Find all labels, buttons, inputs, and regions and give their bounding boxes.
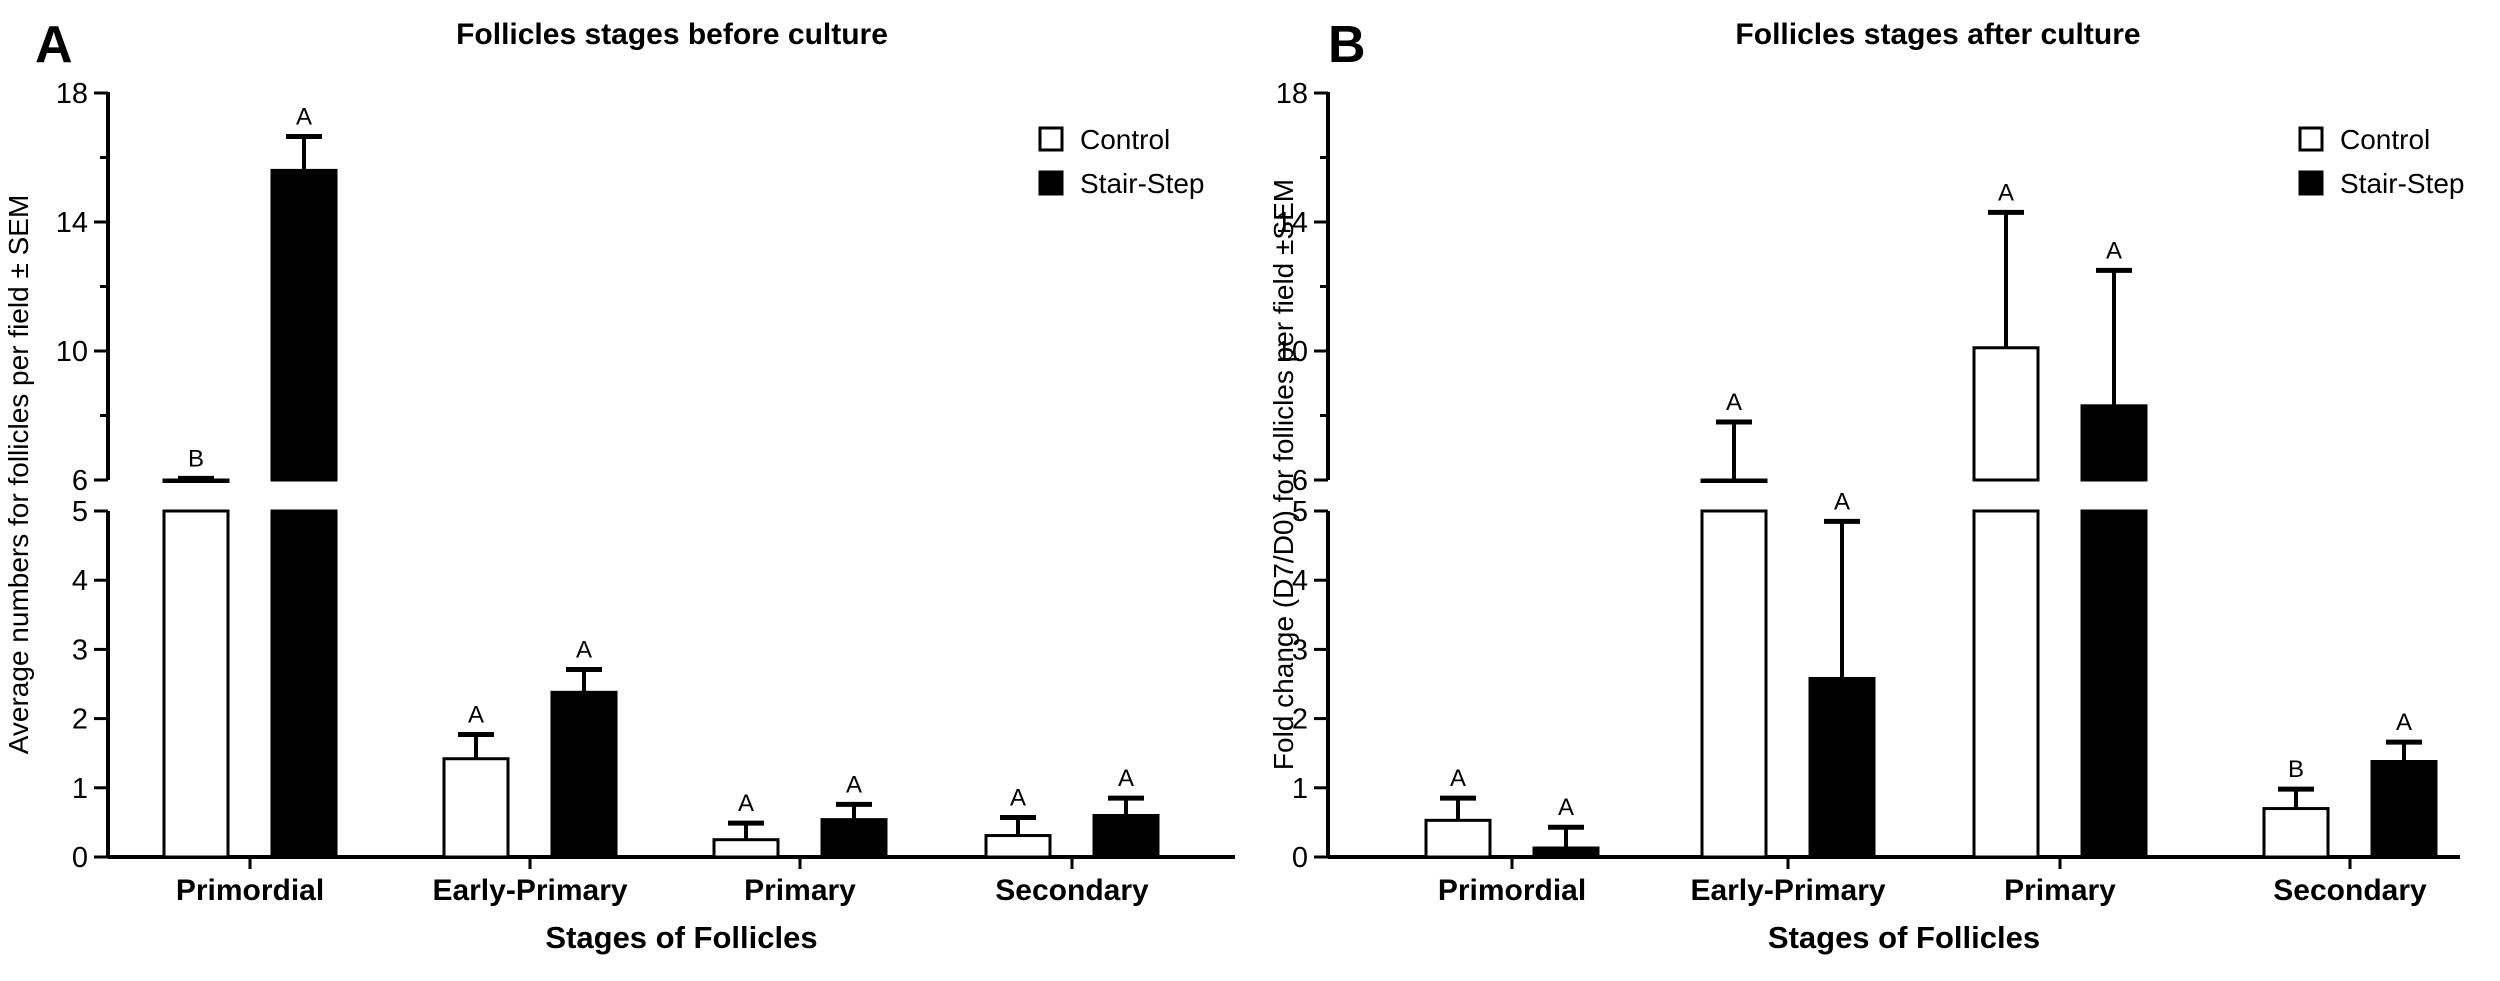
y-tick-label: 14 (1276, 207, 1308, 239)
chart-panel-a: A Follicles stages before culture 0 1 2 3 4 56 1… (3, 16, 1235, 955)
y-tick-label: 6 (1292, 465, 1308, 497)
significance-letter: A (1558, 794, 1574, 821)
significance-letter: B (188, 445, 204, 472)
y-tick-label: 10 (1276, 336, 1308, 368)
bar-stair-step (550, 690, 618, 859)
y-axis-label: Fold change (D7/D0) for follicles per fi… (1268, 179, 1299, 770)
significance-letter: A (576, 636, 592, 663)
legend-label: Control (1080, 124, 1170, 155)
bar-control (712, 838, 780, 859)
y-tick-label: 3 (72, 634, 88, 666)
y-axis-label: Average numbers for follicles per field … (3, 195, 34, 755)
y-tick-label: 1 (1292, 773, 1308, 805)
bar-stair-step (820, 818, 888, 859)
y-tick-label: 18 (1276, 78, 1308, 110)
significance-letter: A (2396, 709, 2412, 736)
y-tick-label: 0 (72, 842, 88, 874)
axis-break-gap (1966, 483, 2046, 508)
legend-label: Stair-Step (1080, 168, 1205, 199)
x-axis-label: Stages of Follicles (1768, 920, 2040, 955)
x-tick-label: Early-Primary (1690, 874, 1885, 907)
x-tick-label: Early-Primary (432, 874, 627, 907)
y-tick-label: 4 (72, 565, 88, 597)
bar-control (442, 757, 510, 859)
significance-letter: A (738, 790, 754, 817)
bar-stair-step (1092, 813, 1160, 859)
bar-control (2262, 807, 2330, 859)
x-tick-label: Primary (2004, 874, 2116, 907)
legend-label: Control (2340, 124, 2430, 155)
bar-stair-step-lower (2080, 509, 2148, 859)
x-axis-label: Stages of Follicles (545, 920, 817, 955)
significance-letter: A (1450, 765, 1466, 792)
bar-stair-step (2370, 760, 2438, 859)
bar-stair-step-lower (270, 509, 338, 859)
significance-letter: A (1998, 179, 2014, 206)
y-tick-label: 5 (1292, 496, 1308, 528)
legend-label: Stair-Step (2340, 168, 2465, 199)
bar-stair-step (2080, 404, 2148, 482)
bar-stair-step (1808, 676, 1876, 859)
significance-letter: A (2106, 237, 2122, 264)
y-tick-label: 0 (1292, 842, 1308, 874)
significance-letter: A (296, 104, 312, 131)
chart-panel-b: B Follicles stages after culture 0 1 2 3 4 56 10… (1268, 16, 2465, 955)
y-tick-label: 6 (72, 465, 88, 497)
chart-title: Follicles stages after culture (1735, 18, 2140, 51)
x-tick-label: Primary (744, 874, 856, 907)
y-tick-label: 5 (72, 496, 88, 528)
legend-swatch (2298, 126, 2324, 152)
legend-swatch (2298, 170, 2324, 196)
bar-control (1972, 346, 2040, 482)
y-tick-label: 3 (1292, 634, 1308, 666)
significance-letter: A (468, 702, 484, 729)
bar-stair-step (1532, 846, 1600, 859)
x-tick-label: Secondary (995, 874, 1149, 907)
axis-break-gap (156, 483, 236, 508)
bar-control (984, 834, 1052, 859)
panel-letter: B (1328, 16, 1366, 74)
axis-break-gap (2074, 483, 2154, 508)
significance-letter: A (1834, 488, 1850, 515)
significance-letter: B (2288, 756, 2304, 783)
bar-control (1424, 818, 1492, 859)
bar-control-lower (162, 509, 230, 859)
x-tick-label: Secondary (2273, 874, 2427, 907)
y-tick-label: 1 (72, 773, 88, 805)
legend-swatch (1038, 126, 1064, 152)
legend-swatch (1038, 170, 1064, 196)
axis-break-gap (1694, 483, 1774, 508)
significance-letter: A (1118, 765, 1134, 792)
y-tick-label: 18 (56, 78, 88, 110)
panel-letter: A (35, 16, 73, 74)
chart-title: Follicles stages before culture (456, 18, 888, 51)
bar-control-lower (1700, 509, 1768, 859)
y-tick-label: 14 (56, 207, 88, 239)
axis-break-gap (264, 483, 344, 508)
y-tick-label: 2 (1292, 704, 1308, 736)
x-tick-label: Primordial (1438, 874, 1586, 907)
x-tick-label: Primordial (176, 874, 324, 907)
significance-letter: A (846, 771, 862, 798)
significance-letter: A (1726, 389, 1742, 416)
bar-control (1700, 478, 1768, 484)
bar-stair-step (270, 168, 338, 482)
y-tick-label: 10 (56, 336, 88, 368)
bar-control-lower (1972, 509, 2040, 859)
y-tick-label: 2 (72, 704, 88, 736)
y-tick-label: 4 (1292, 565, 1308, 597)
significance-letter: A (1010, 785, 1026, 812)
